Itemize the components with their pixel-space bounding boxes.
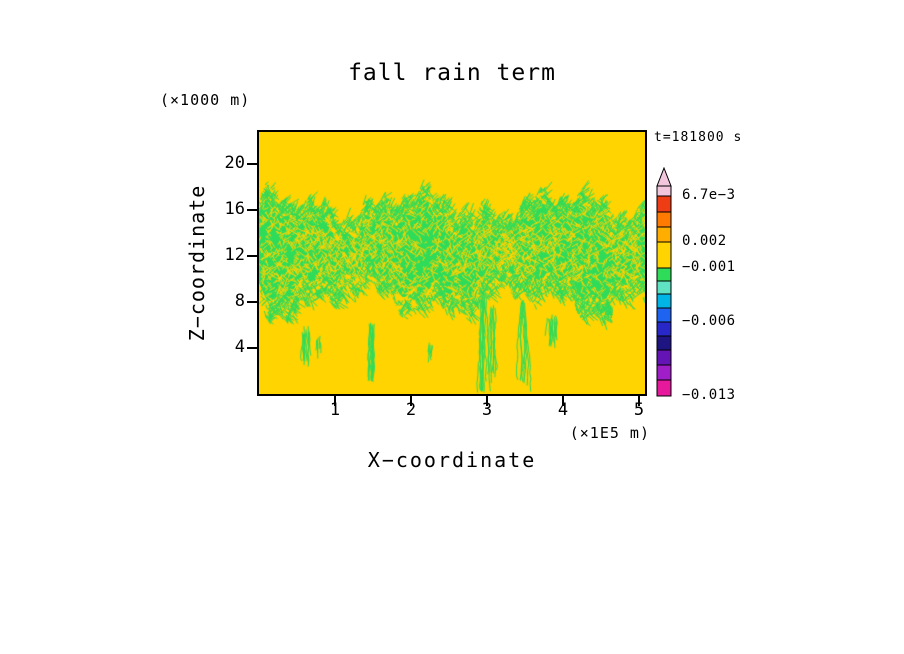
colorbar-segment xyxy=(656,335,672,351)
x-tick-label: 1 xyxy=(329,400,341,420)
y-tick-label: 12 xyxy=(224,245,245,265)
y-tick-label: 16 xyxy=(224,199,245,219)
x-tick-label: 4 xyxy=(557,400,569,420)
x-tick-mark xyxy=(410,396,412,406)
colorbar-segment xyxy=(656,241,672,269)
plot-frame xyxy=(257,130,647,396)
x-tick-mark xyxy=(638,396,640,406)
y-tick-label: 4 xyxy=(234,337,245,357)
colorbar-segment xyxy=(656,280,672,295)
colorbar-tip xyxy=(656,167,672,187)
x-axis-label: X−coordinate xyxy=(367,448,537,472)
y-tick-mark xyxy=(247,347,257,349)
colorbar-tick-label: 0.002 xyxy=(682,233,727,249)
colorbar-segment xyxy=(656,293,672,309)
colorbar-tick-label: −0.001 xyxy=(682,259,736,275)
colorbar-segment xyxy=(656,307,672,323)
x-tick-label: 3 xyxy=(481,400,493,420)
x-tick-mark xyxy=(334,396,336,406)
chart-title: fall rain term xyxy=(348,60,556,86)
y-axis-unit-label: (×1000 m) xyxy=(160,91,251,109)
colorbar-segment xyxy=(656,185,672,197)
colorbar-segment xyxy=(656,364,672,381)
y-tick-mark xyxy=(247,301,257,303)
colorbar-segment xyxy=(656,267,672,282)
colorbar-segment xyxy=(656,226,672,243)
colorbar-segment xyxy=(656,195,672,213)
y-tick-mark xyxy=(247,255,257,257)
y-tick-mark xyxy=(247,163,257,165)
colorbar-segment xyxy=(656,379,672,397)
colorbar-tick-label: −0.013 xyxy=(682,387,736,403)
y-tick-mark xyxy=(247,209,257,211)
x-tick-label: 2 xyxy=(405,400,417,420)
colorbar-tick-label: −0.006 xyxy=(682,313,736,329)
colorbar xyxy=(656,167,672,397)
x-tick-label: 5 xyxy=(633,400,645,420)
y-tick-label: 8 xyxy=(234,291,245,311)
x-tick-mark xyxy=(486,396,488,406)
heatmap-field xyxy=(259,132,645,394)
colorbar-tick-label: 6.7e−3 xyxy=(682,187,736,203)
y-tick-label: 20 xyxy=(224,153,245,173)
x-tick-mark xyxy=(562,396,564,406)
colorbar-segment xyxy=(656,349,672,366)
time-label: t=181800 s xyxy=(654,130,743,145)
colorbar-segment xyxy=(656,321,672,337)
colorbar-segment xyxy=(656,211,672,228)
x-axis-unit-label: (×1E5 m) xyxy=(569,424,650,442)
